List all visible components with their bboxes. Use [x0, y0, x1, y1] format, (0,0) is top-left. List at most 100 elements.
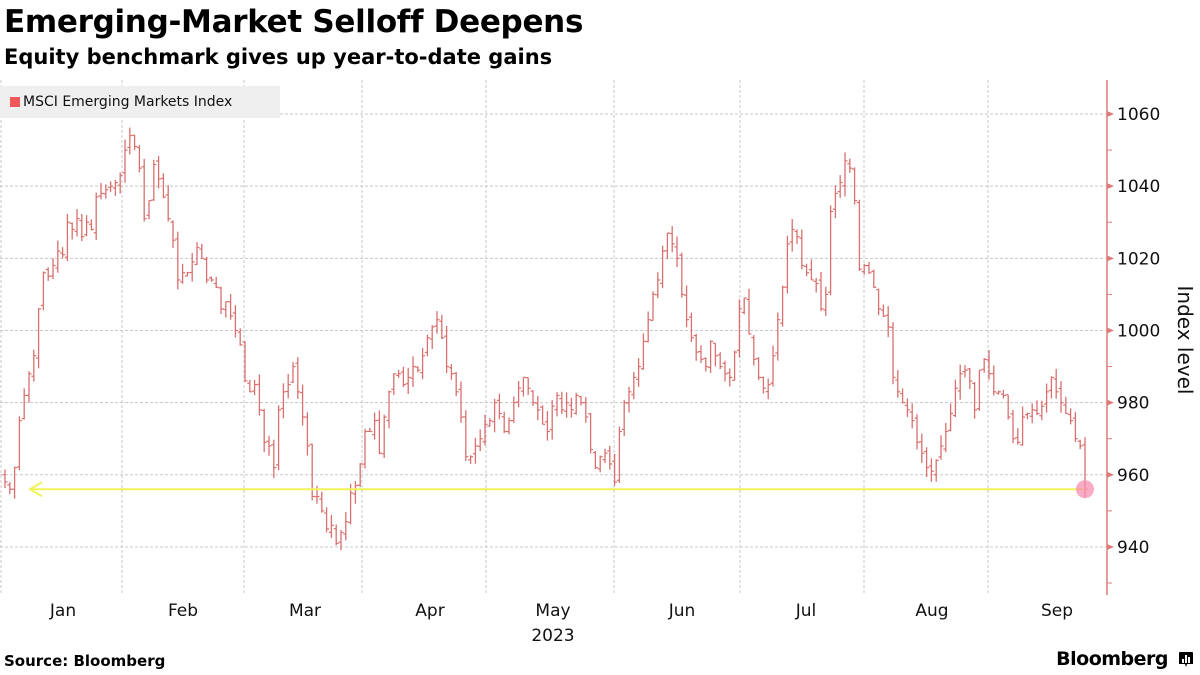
- x-tick-label: Sep: [1041, 601, 1073, 621]
- ohlc-bar: [136, 145, 142, 173]
- ohlc-bar: [160, 173, 166, 199]
- ohlc-bar: [621, 399, 627, 437]
- ohlc-bar: [760, 376, 766, 394]
- y-tick-label: 1060: [1117, 105, 1160, 125]
- ohlc-bar: [631, 372, 637, 400]
- reference-line: [28, 480, 1094, 499]
- ohlc-bar: [996, 390, 1002, 395]
- ohlc-bar: [117, 172, 123, 194]
- ohlc-bar: [1029, 403, 1035, 424]
- ohlc-bar: [525, 377, 531, 395]
- legend-swatch: [10, 97, 20, 107]
- ohlc-bar: [64, 213, 70, 262]
- ohlc-bar: [909, 403, 915, 429]
- ohlc-bar: [871, 269, 877, 288]
- ohlc-bar: [530, 390, 536, 406]
- ohlc-bar: [967, 367, 973, 389]
- ohlc-bar: [300, 384, 306, 426]
- ohlc-bar: [208, 276, 214, 282]
- ohlc-bar: [343, 511, 349, 541]
- end-marker: [1076, 480, 1094, 499]
- ohlc-bar: [741, 297, 747, 315]
- ohlc-bar: [496, 393, 502, 420]
- ohlc-bar: [448, 364, 454, 380]
- y-tick-label: 1020: [1117, 249, 1160, 269]
- ohlc-bar: [362, 428, 368, 469]
- ohlc-bar: [794, 229, 800, 244]
- ohlc-bar: [348, 483, 354, 525]
- ohlc-bar: [751, 335, 757, 366]
- ohlc-bar: [232, 305, 238, 338]
- ohlc-bar: [1010, 410, 1016, 444]
- x-axis: Jan Feb Mar Apr May Jun Jul Aug Sep 2023: [49, 601, 1073, 646]
- ohlc-bar: [712, 342, 718, 367]
- grid-lines: [0, 80, 1106, 595]
- ohlc-bar: [972, 381, 978, 419]
- ohlc-bar: [1024, 412, 1030, 420]
- y-tick-label: 940: [1117, 538, 1149, 558]
- ohlc-bar: [688, 312, 694, 342]
- ohlc-bar: [832, 185, 838, 219]
- ohlc-bar: [482, 414, 488, 446]
- ohlc-bar: [184, 271, 190, 277]
- ohlc-bar: [16, 416, 22, 471]
- ohlc-bar: [554, 392, 560, 417]
- y-tick: [1107, 471, 1114, 478]
- ohlc-bar: [98, 183, 104, 200]
- source-note: Source: Bloomberg: [4, 652, 166, 670]
- ohlc-bar: [775, 312, 781, 361]
- ohlc-bar: [1034, 400, 1040, 416]
- ohlc-bar: [1058, 381, 1064, 413]
- ohlc-bar: [588, 412, 594, 454]
- ohlc-bar: [463, 410, 469, 461]
- ohlc-bar: [765, 378, 771, 400]
- ohlc-bar: [223, 301, 229, 318]
- ohlc-bar: [501, 411, 507, 434]
- ohlc-bar: [876, 288, 882, 316]
- ohlc-bar: [756, 357, 762, 381]
- ohlc-bar: [799, 229, 805, 270]
- ohlc-bar: [237, 328, 243, 346]
- ohlc-bar: [976, 369, 982, 411]
- ohlc-bar: [636, 358, 642, 387]
- ohlc-bar: [290, 361, 296, 384]
- ohlc-bar: [1000, 389, 1006, 399]
- ohlc-bar: [2, 469, 8, 489]
- y-tick: [1107, 111, 1114, 117]
- ohlc-bar: [727, 368, 733, 387]
- ohlc-bar: [823, 286, 829, 316]
- ohlc-bar: [583, 396, 589, 423]
- ohlc-bar: [386, 390, 392, 429]
- ohlc-bar: [784, 235, 790, 294]
- ohlc-bar: [280, 383, 286, 419]
- y-tick: [1107, 255, 1114, 262]
- ohlc-bar: [645, 311, 651, 343]
- ohlc-bar: [1048, 376, 1054, 399]
- ohlc-bar: [338, 530, 344, 551]
- ohlc-bar: [895, 370, 901, 398]
- x-tick-label: Apr: [415, 601, 444, 621]
- ohlc-bar: [439, 314, 445, 340]
- ohlc-bar: [391, 373, 397, 396]
- ohlc-bar: [429, 325, 435, 349]
- ohlc-bar: [866, 261, 872, 274]
- ohlc-bar: [837, 175, 843, 199]
- x-tick-label: Jul: [795, 601, 817, 621]
- ohlc-bar: [165, 185, 171, 222]
- ohlc-bar: [986, 350, 992, 380]
- ohlc-bar: [612, 453, 618, 486]
- ohlc-bar: [852, 167, 858, 205]
- x-tick-label: Feb: [168, 601, 198, 621]
- ohlc-bar: [492, 398, 498, 433]
- ohlc-bar: [74, 209, 80, 237]
- ohlc-bar: [405, 367, 411, 394]
- ohlc-bar: [991, 365, 997, 396]
- ohlc-bar: [933, 459, 939, 482]
- ohlc-bar: [679, 252, 685, 298]
- ohlc-bar: [60, 247, 66, 259]
- ohlc-bar: [660, 245, 666, 289]
- ohlc-bar: [640, 333, 646, 370]
- ohlc-bar: [477, 429, 483, 452]
- ohlc-bar: [919, 433, 925, 463]
- ohlc-bar: [573, 392, 579, 415]
